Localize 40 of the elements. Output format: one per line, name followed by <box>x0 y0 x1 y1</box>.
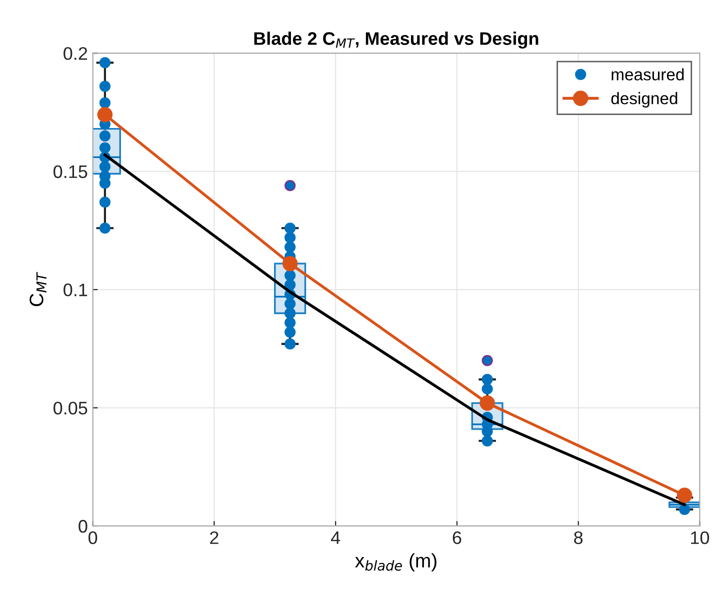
x-tick-label: 10 <box>691 531 710 544</box>
chart-title: Blade 2 C$_{MT}$, Measured vs Design <box>254 32 538 49</box>
point <box>284 317 296 328</box>
y-axis-title: C$_{MT}$ <box>30 272 46 306</box>
point <box>676 488 692 503</box>
legend-label: designed <box>611 92 678 108</box>
point <box>284 222 296 234</box>
point <box>284 241 296 253</box>
y-tick-label: 0.1 <box>64 284 88 296</box>
point <box>482 374 493 385</box>
y-tick-label: 0.15 <box>54 165 88 178</box>
point <box>284 232 296 244</box>
y-tick-label: 0 <box>78 520 88 533</box>
point <box>97 107 113 122</box>
point <box>99 196 111 208</box>
point <box>99 80 111 92</box>
point <box>284 279 296 290</box>
point <box>284 326 296 338</box>
point <box>284 298 296 310</box>
point <box>99 161 111 172</box>
point <box>99 97 111 108</box>
point <box>482 383 493 394</box>
x-tick-label: 8 <box>574 531 583 544</box>
point <box>284 270 296 281</box>
point <box>284 308 296 319</box>
x-tick-label: 2 <box>210 531 218 544</box>
point <box>99 130 111 142</box>
point <box>482 435 493 446</box>
x-tick-label: 0 <box>88 531 98 544</box>
y-tick-label: 0.05 <box>54 402 88 415</box>
legend-label: measured <box>612 68 684 80</box>
point <box>99 222 111 234</box>
y-tick-label: 0.2 <box>64 47 88 60</box>
point <box>480 395 495 411</box>
point <box>284 338 296 350</box>
x-axis-title: x$_{blade}$ (m) <box>355 553 436 572</box>
x-tick-label: 6 <box>452 531 462 544</box>
x-tick-label: 4 <box>330 532 340 544</box>
point <box>282 256 298 272</box>
point <box>99 57 111 68</box>
